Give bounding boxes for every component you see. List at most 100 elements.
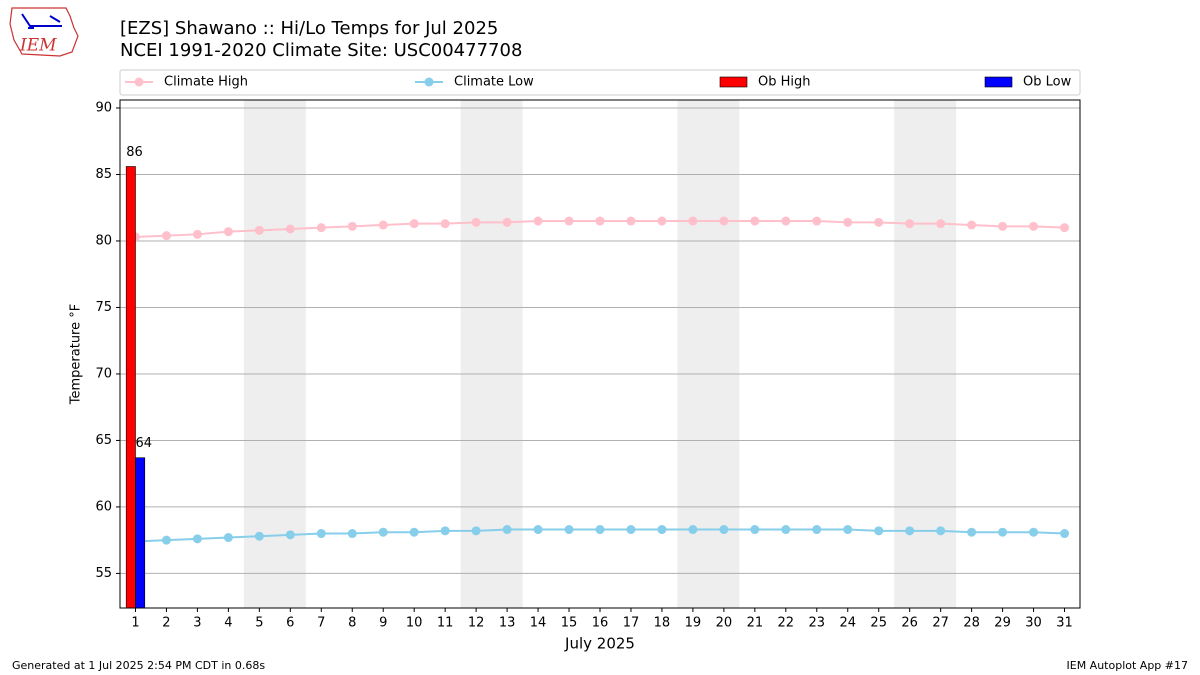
series-point: [440, 219, 450, 229]
series-point: [719, 525, 729, 535]
series-point: [223, 227, 233, 237]
legend-marker: [134, 77, 144, 87]
legend-box: [119, 69, 1081, 96]
series-point: [905, 219, 915, 229]
series-point: [471, 217, 481, 227]
data-label: 64: [135, 436, 152, 451]
series-point: [998, 221, 1008, 231]
series-point: [967, 527, 977, 537]
series-point: [657, 525, 667, 535]
legend-swatch: [719, 76, 748, 88]
series-point: [564, 525, 574, 535]
legend-label: Ob High: [758, 75, 811, 90]
weekend-shade: [460, 100, 523, 608]
y-tick-label: 90: [95, 100, 112, 115]
x-tick-label: 26: [901, 616, 918, 631]
legend-label: Climate High: [164, 75, 248, 90]
series-point: [223, 533, 233, 543]
series-point: [533, 216, 543, 226]
series-point: [564, 216, 574, 226]
series-point: [843, 217, 853, 227]
x-tick-label: 27: [932, 616, 949, 631]
data-label: 86: [126, 145, 143, 160]
series-point: [812, 525, 822, 535]
chart-title: [EZS] Shawano :: Hi/Lo Temps for Jul 202…: [120, 18, 498, 39]
y-tick-label: 85: [95, 167, 112, 182]
legend-marker: [424, 77, 434, 87]
series-point: [688, 525, 698, 535]
x-tick-label: 6: [286, 616, 294, 631]
series-point: [285, 224, 295, 234]
x-tick-label: 20: [716, 616, 733, 631]
footer-right: IEM Autoplot App #17: [1067, 659, 1189, 672]
x-tick-label: 10: [406, 616, 423, 631]
x-tick-label: 25: [870, 616, 887, 631]
series-point: [719, 216, 729, 226]
bar: [125, 166, 136, 609]
x-tick-label: 22: [778, 616, 795, 631]
series-point: [688, 216, 698, 226]
x-tick-label: 18: [654, 616, 671, 631]
series-point: [843, 525, 853, 535]
series-point: [781, 525, 791, 535]
series-point: [502, 525, 512, 535]
y-axis-label: Temperature °F: [69, 304, 84, 405]
x-tick-label: 28: [963, 616, 980, 631]
x-axis-label: July 2025: [564, 635, 635, 653]
series-point: [626, 525, 636, 535]
series-point: [998, 527, 1008, 537]
x-tick-label: 3: [193, 616, 201, 631]
series-point: [440, 526, 450, 536]
x-tick-label: 2: [162, 616, 170, 631]
series-point: [874, 526, 884, 536]
series-point: [502, 217, 512, 227]
series-point: [533, 525, 543, 535]
x-tick-label: 23: [809, 616, 826, 631]
series-point: [254, 531, 264, 541]
series-point: [378, 527, 388, 537]
x-tick-label: 16: [592, 616, 609, 631]
weekend-shade: [677, 100, 740, 608]
series-point: [316, 529, 326, 539]
series-point: [192, 229, 202, 239]
series-point: [595, 525, 605, 535]
series-point: [874, 217, 884, 227]
series-point: [378, 220, 388, 230]
series-point: [595, 216, 605, 226]
x-tick-label: 14: [530, 616, 547, 631]
series-point: [285, 530, 295, 540]
x-tick-label: 15: [561, 616, 578, 631]
series-point: [1029, 221, 1039, 231]
series-point: [1060, 223, 1070, 233]
series-point: [254, 225, 264, 235]
series-point: [1029, 527, 1039, 537]
x-tick-label: 21: [747, 616, 764, 631]
series-point: [936, 526, 946, 536]
y-tick-label: 75: [95, 300, 112, 315]
weekend-shade: [894, 100, 957, 608]
x-tick-label: 24: [839, 616, 856, 631]
series-point: [471, 526, 481, 536]
series-point: [750, 216, 760, 226]
x-tick-label: 17: [623, 616, 640, 631]
x-tick-label: 11: [437, 616, 454, 631]
weekend-shade: [243, 100, 306, 608]
x-tick-label: 19: [685, 616, 702, 631]
series-point: [967, 220, 977, 230]
x-tick-label: 7: [317, 616, 325, 631]
x-tick-label: 31: [1056, 616, 1073, 631]
chart-subtitle: NCEI 1991-2020 Climate Site: USC00477708: [120, 40, 522, 61]
x-tick-label: 30: [1025, 616, 1042, 631]
y-tick-label: 60: [95, 499, 112, 514]
x-tick-label: 9: [379, 616, 387, 631]
series-point: [161, 231, 171, 241]
series-point: [316, 223, 326, 233]
bar: [135, 457, 146, 609]
footer-left: Generated at 1 Jul 2025 2:54 PM CDT in 0…: [12, 659, 265, 672]
series-point: [409, 527, 419, 537]
series-point: [192, 534, 202, 544]
series-point: [905, 526, 915, 536]
y-tick-label: 80: [95, 233, 112, 248]
x-tick-label: 13: [499, 616, 516, 631]
